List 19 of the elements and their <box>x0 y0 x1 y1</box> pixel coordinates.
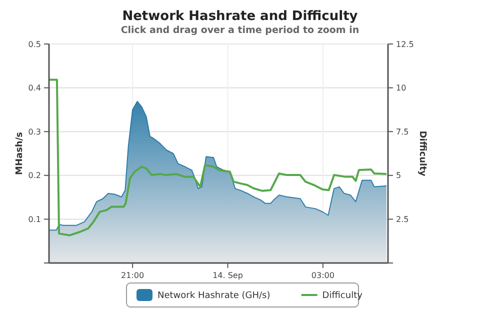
x-tick-label: 03:00 <box>311 271 334 280</box>
y2-axis-title: Difficulty <box>417 130 427 176</box>
chart-subtitle: Click and drag over a time period to zoom in <box>120 25 360 36</box>
chart-title: Network Hashrate and Difficulty <box>122 9 358 24</box>
y-tick-label: 0.3 <box>28 127 41 136</box>
y2-tick-label: 10 <box>396 84 406 93</box>
x-tick-label: 14. Sep <box>212 271 243 280</box>
y-axis-title: MHash/s <box>15 132 25 175</box>
y2-tick-label: 2.5 <box>396 215 409 224</box>
y2-tick-label: 5 <box>396 171 402 180</box>
y2-tick-label: 7.5 <box>396 127 409 136</box>
legend-label: Difficulty <box>322 291 364 302</box>
y2-tick-label: 12.5 <box>396 40 414 49</box>
y-tick-label: 0.5 <box>28 40 41 49</box>
y-tick-label: 0.4 <box>28 84 41 93</box>
y-tick-label: 0.2 <box>28 171 41 180</box>
x-tick-label: 21:00 <box>121 271 144 280</box>
y-tick-label: 0.1 <box>28 215 41 224</box>
legend-label: Network Hashrate (GH/s) <box>158 291 270 302</box>
